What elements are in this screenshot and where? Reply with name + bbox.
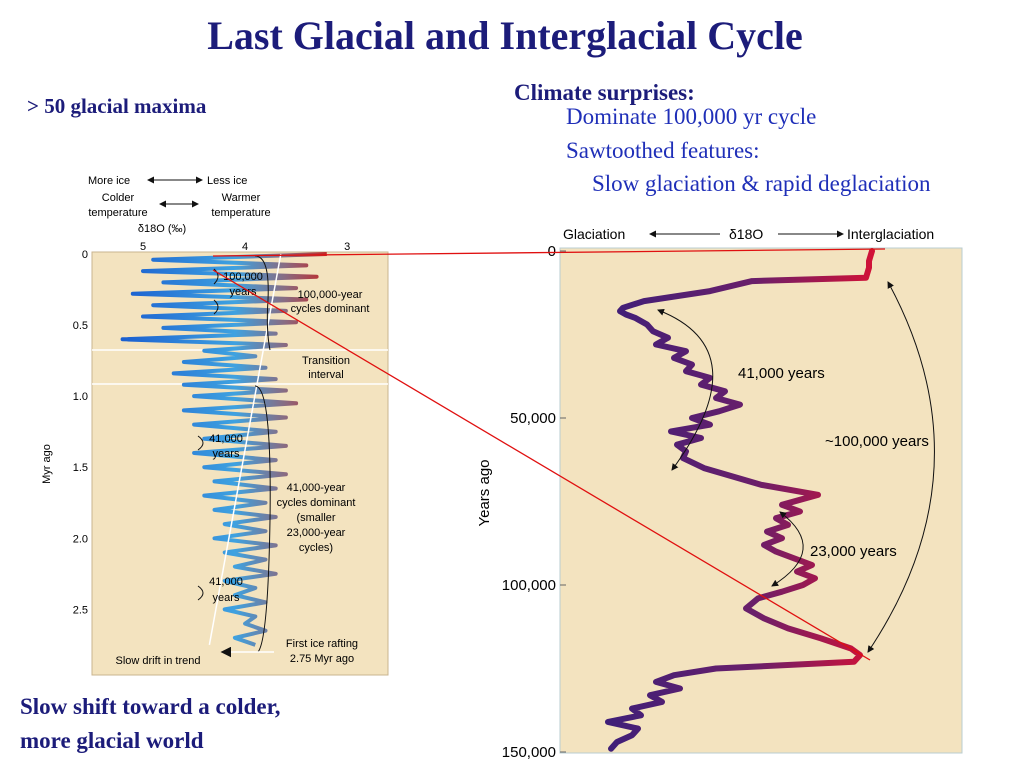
header-interglaciation: Interglaciation — [847, 226, 934, 242]
left-y-tick-label: 1.0 — [73, 391, 88, 403]
label-41k-cycles-2: cycles dominant — [277, 497, 356, 509]
left-y-tick-label: 2.0 — [73, 533, 88, 545]
header-less-ice: Less ice — [207, 175, 247, 187]
bracket-41k-cycles — [254, 385, 271, 653]
label-right-23k: 23,000 years — [810, 543, 897, 560]
zoom-line-top — [212, 248, 886, 257]
header-colder-2: temperature — [88, 207, 147, 219]
left-trend-line — [208, 253, 282, 646]
left-chart: More ice Less ice Colder temperature War… — [41, 175, 389, 676]
label-slow-drift: Slow drift in trend — [116, 655, 201, 667]
left-y-tick-label: 0.5 — [73, 320, 88, 332]
left-y-tick-label: 0 — [82, 249, 88, 261]
label-right-41k: 41,000 years — [738, 365, 825, 382]
bracket-100k-cycles — [254, 255, 271, 351]
left-y-ticks: 0 0.5 1.0 1.5 2.0 2.5 — [73, 249, 88, 616]
glacial-maxima-heading: > 50 glacial maxima — [27, 94, 207, 118]
left-y-axis-label: Myr ago — [41, 444, 53, 484]
label-41k-a-1: 41,000 — [209, 433, 243, 445]
surprise-item-2: Sawtoothed features: — [566, 138, 760, 163]
label-100k-years-1: 100,000 — [223, 271, 263, 283]
caption-line-2: more glacial world — [20, 728, 204, 753]
right-chart: Glaciation δ18O Interglaciation 0 50,000 1… — [476, 226, 963, 761]
header-d18o-right: δ18O — [729, 226, 763, 242]
left-x-ticks: 5 4 3 — [140, 241, 350, 253]
label-100k-cycles-1: 100,000-year — [298, 289, 363, 301]
surprise-item-1: Dominate 100,000 yr cycle — [566, 104, 817, 129]
header-warmer-1: Warmer — [222, 192, 261, 204]
label-41k-b-1: 41,000 — [209, 576, 243, 588]
left-x-tick-label: 4 — [242, 241, 248, 253]
caption-line-1: Slow shift toward a colder, — [20, 694, 281, 719]
label-transition-2: interval — [308, 369, 343, 381]
header-warmer-2: temperature — [211, 207, 270, 219]
right-y-tick-label: 0 — [548, 243, 556, 260]
label-41k-a-2: years — [213, 448, 240, 460]
right-d18o-series — [605, 248, 875, 752]
header-colder-1: Colder — [102, 192, 135, 204]
arc-100k — [867, 281, 935, 653]
label-right-100k: ~100,000 years — [825, 433, 929, 450]
slide-title: Last Glacial and Interglacial Cycle — [207, 13, 803, 58]
label-ice-rafting-2: 2.75 Myr ago — [290, 653, 354, 665]
climate-surprises-heading: Climate surprises: — [514, 80, 695, 105]
right-y-ticks: 0 50,000 100,000 150,000 — [502, 243, 566, 761]
header-d18o: δ18O (‰) — [138, 223, 186, 235]
header-glaciation: Glaciation — [563, 226, 625, 242]
label-100k-years-2: years — [230, 286, 257, 298]
left-x-tick-label: 5 — [140, 241, 146, 253]
bracket-100k-small-bottom — [213, 299, 219, 315]
label-100k-cycles-2: cycles dominant — [291, 303, 370, 315]
bracket-41k-small-a — [197, 435, 204, 451]
label-41k-b-2: years — [213, 592, 240, 604]
header-more-ice: More ice — [88, 175, 130, 187]
label-41k-cycles-3: (smaller — [296, 512, 335, 524]
left-y-tick-label: 2.5 — [73, 604, 88, 616]
label-41k-cycles-1: 41,000-year — [287, 482, 346, 494]
label-ice-rafting-1: First ice rafting — [286, 638, 358, 650]
left-d18o-series — [120, 252, 327, 647]
right-y-tick-label: 50,000 — [510, 410, 556, 427]
right-chart-panel — [559, 247, 963, 754]
label-transition-1: Transition — [302, 355, 350, 367]
zoom-line-bottom — [212, 269, 871, 661]
arc-23k — [771, 511, 804, 587]
right-y-tick-label: 150,000 — [502, 744, 556, 761]
right-y-axis-label: Years ago — [476, 459, 493, 526]
label-41k-cycles-4: 23,000-year — [287, 527, 346, 539]
arc-41k — [657, 308, 714, 471]
surprise-item-3: Slow glaciation & rapid deglaciation — [592, 171, 931, 196]
right-y-tick-label: 100,000 — [502, 577, 556, 594]
label-41k-cycles-5: cycles) — [299, 542, 333, 554]
left-y-tick-label: 1.5 — [73, 462, 88, 474]
bracket-41k-small-b — [197, 585, 204, 601]
left-x-tick-label: 3 — [344, 241, 350, 253]
bracket-100k-small-top — [213, 268, 219, 285]
